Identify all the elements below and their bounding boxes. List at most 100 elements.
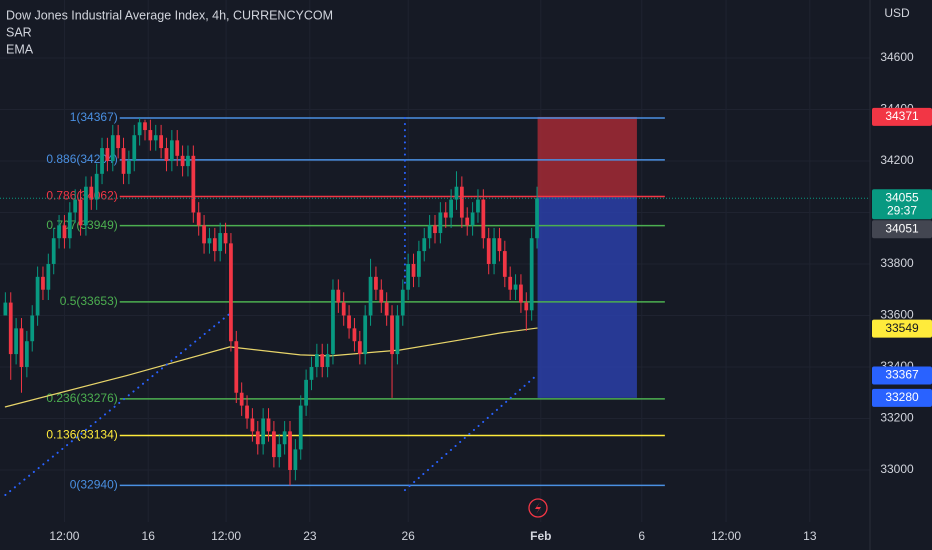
candle-body (390, 315, 394, 355)
candle-body (245, 405, 249, 419)
candle-body (266, 418, 271, 432)
candle-body (492, 238, 496, 264)
candle-body (24, 341, 29, 367)
candle-body (218, 233, 223, 252)
indicator-line (403, 373, 539, 492)
candle-body (293, 449, 298, 470)
candle-body (427, 225, 432, 239)
currency-label: USD (884, 6, 910, 20)
candle-body (143, 122, 147, 131)
candle-body (153, 135, 158, 141)
candle-body (207, 238, 212, 244)
candle-body (191, 155, 196, 213)
x-tick-label: 12:00 (49, 529, 79, 543)
chart-title: Dow Jones Industrial Average Index, 4h, … (6, 8, 333, 22)
candle-body (470, 212, 475, 226)
icon-bolt (535, 502, 541, 514)
candle-body (481, 199, 486, 239)
candle-body (19, 328, 24, 367)
fib-label: 0.786(34062) (46, 189, 117, 203)
candle-body (78, 199, 83, 226)
candle-body (443, 212, 448, 218)
candle-body (422, 238, 427, 252)
y-tick-label: 33200 (880, 411, 914, 425)
candle-body (127, 160, 131, 174)
indicator-line (4, 327, 538, 408)
lightning-icon[interactable] (528, 498, 548, 518)
candle-body (320, 354, 325, 367)
candle-body (234, 341, 239, 393)
price-label-box (872, 388, 932, 407)
candle-body (164, 148, 169, 161)
candle-body (476, 199, 480, 213)
candle-body (148, 130, 153, 141)
candle-body (406, 263, 411, 290)
candle-body (309, 366, 314, 380)
candle-body (363, 315, 368, 355)
candle-body (250, 418, 255, 432)
candle-body (497, 238, 502, 252)
candle-body (196, 212, 201, 226)
y-tick-label: 34600 (880, 50, 914, 64)
fib-label: 0.236(33276) (46, 391, 117, 405)
x-tick-label: 23 (303, 529, 317, 543)
candle-body (212, 238, 217, 252)
price-label: 34371 (885, 109, 919, 123)
candle-body (169, 140, 174, 161)
candle-body (159, 135, 163, 149)
candle-body (524, 302, 529, 311)
candle-body (449, 199, 453, 218)
candle-body (519, 284, 523, 303)
x-tick-label: 6 (638, 529, 645, 543)
candle-body (288, 431, 292, 470)
candle-body (535, 198, 539, 239)
candle-body (513, 284, 518, 290)
candle-body (261, 418, 266, 445)
candle-body (46, 263, 51, 290)
candle-body (73, 199, 78, 213)
candle-body (459, 186, 464, 218)
candle-body (8, 302, 13, 355)
price-label: 33280 (885, 390, 919, 404)
y-tick-label: 33600 (880, 308, 914, 322)
candle-body (304, 379, 308, 406)
price-label-box (872, 220, 932, 239)
candle-body (35, 276, 40, 316)
candle-body (502, 251, 507, 277)
candle-body (357, 341, 362, 355)
candle-body (454, 186, 459, 200)
candle-body (186, 155, 190, 167)
countdown-label: 29:37 (887, 203, 917, 217)
candle-body (57, 225, 61, 239)
x-tick-label: Feb (530, 529, 551, 543)
candle-body (347, 315, 351, 329)
candle-body (417, 251, 421, 277)
candle-body (277, 444, 282, 458)
candle-body (137, 122, 142, 136)
candle-body (374, 276, 378, 290)
price-label-box (872, 366, 932, 385)
candle-body (400, 289, 405, 316)
candle-body (202, 225, 206, 244)
candle-body (30, 315, 35, 342)
candle-body (180, 155, 185, 167)
candle-body (105, 148, 110, 161)
candle-body (433, 225, 437, 234)
candle-body (298, 405, 303, 450)
icon-circle (528, 498, 548, 518)
price-label-box (872, 107, 932, 126)
fib-label: 1(34367) (70, 110, 118, 124)
candle-body (395, 315, 400, 355)
price-label: 34055 (885, 190, 919, 204)
candle-body (314, 354, 319, 367)
target-zone (537, 196, 637, 398)
candle-body (89, 186, 94, 200)
fib-label: 0.5(33653) (60, 294, 118, 308)
stop-zone (537, 116, 637, 197)
indicator-label: SAR (6, 25, 32, 39)
candle-body (352, 328, 357, 342)
candle-body (3, 302, 8, 316)
candle-body (175, 140, 180, 156)
candle-body (529, 238, 534, 311)
